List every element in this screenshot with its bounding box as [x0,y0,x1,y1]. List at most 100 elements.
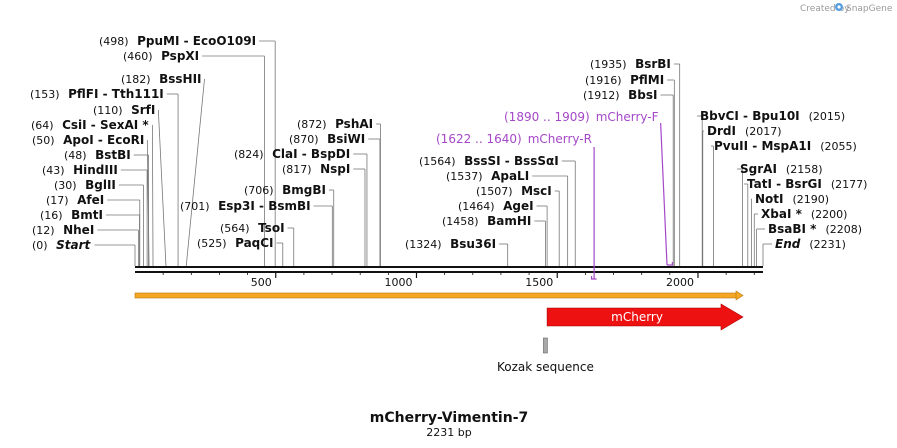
spacer [48,239,52,252]
enzyme-name: BbsI [628,88,657,102]
enzyme-tati[interactable]: TatI - BsrGI (2177) [747,177,867,191]
enzyme-pspxi[interactable]: (460) PspXI [123,49,199,63]
svg-text:BsaBI *(2208): BsaBI * (2208) [768,222,862,236]
enzyme-sgrai[interactable]: SgrAI (2158) [740,162,822,176]
enzyme-position: (1912) [583,89,620,102]
enzyme-agei[interactable]: (1464) AgeI [458,199,534,213]
svg-text:(153) PflFI - Tth111I: (153) PflFI - Tth111I [30,87,164,101]
enzyme-name: PaqCI [235,236,273,250]
spacer [123,104,127,117]
mcherry-label: mCherry [611,310,663,324]
enzyme-position: (110) [93,104,123,117]
spacer [264,148,268,161]
enzyme-name-secondary: SexAI * [100,118,149,132]
enzyme-end[interactable]: End (2231) [775,237,846,251]
sequence-length: 2231 bp [426,426,471,439]
svg-text:(564) TsoI: (564) TsoI [220,221,285,235]
enzyme-bamhi[interactable]: (1458) BamHI [442,214,531,228]
enzyme-position: (701) [180,200,210,213]
enzyme-pvuii[interactable]: PvuII - MspA1I (2055) [714,139,857,153]
enzyme-start[interactable]: (0) Start [32,238,91,252]
separator: - [501,154,514,168]
enzyme-afei[interactable]: (17) AfeI [46,193,104,207]
enzyme-labels[interactable]: (498) PpuMI - EcoO109I(460) PspXI (182) B… [30,34,867,252]
spacer [620,89,624,102]
enzyme-name-secondary: EcoRI [107,133,144,147]
spacer [129,35,133,48]
primer-range: (1890 .. 1909) [504,110,590,124]
enzyme-position: (1324) [405,238,442,251]
primer-mcherry-r[interactable]: (1622 .. 1640) mCherry-R [436,132,597,280]
enzyme-nhei[interactable]: (12) NheI [32,223,94,237]
enzyme-name: BssHII [159,72,201,86]
svg-text:(1464) AgeI: (1464) AgeI [458,199,534,213]
enzyme-position: (182) [121,73,151,86]
svg-text:(525) PaqCI: (525) PaqCI [197,236,274,250]
enzyme-ppumi[interactable]: (498) PpuMI - EcoO109I [99,34,256,48]
enzyme-name: PflFI [68,87,98,101]
orf-feature[interactable] [134,290,744,301]
enzyme-bstbi[interactable]: (48) BstBI [64,148,131,162]
separator: - [748,139,761,153]
enzyme-noti[interactable]: NotI (2190) [755,192,829,206]
enzyme-pshai[interactable]: (872) PshAI [297,117,373,131]
enzyme-xbai[interactable]: XbaI * (2200) [761,207,847,221]
spacer [63,209,67,222]
enzyme-position: (498) [99,35,129,48]
enzyme-name: PshAI [335,117,373,131]
enzyme-pflfi[interactable]: (153) PflFI - Tth111I [30,87,164,101]
enzyme-bsshii[interactable]: (182) BssHII [121,72,202,86]
enzyme-name: PvuII [714,139,748,153]
sequence-backbone [135,266,763,273]
separator: - [772,177,785,191]
enzyme-bbsi[interactable]: (1912) BbsI [583,88,657,102]
separator: - [87,118,100,132]
primers[interactable]: (1890 .. 1909) mCherry-F (1622 .. 1640) mCh… [436,110,673,280]
enzyme-position: (872) [297,118,327,131]
enzyme-srfi[interactable]: (110) SrfI [93,103,155,117]
enzyme-bmti[interactable]: (16) BmtI [40,208,103,222]
enzyme-name: End [775,237,801,251]
enzyme-bsabi[interactable]: BsaBI * (2208) [768,222,862,236]
kozak-feature[interactable]: Kozak sequence [497,337,594,374]
enzyme-pflmi[interactable]: (1916) PflMI [585,73,664,87]
enzyme-csii[interactable]: (64) CsiI - SexAI * [31,118,149,132]
enzyme-name: ApaLI [491,169,529,183]
spacer [319,133,323,146]
spacer [627,58,631,71]
spacer [77,179,81,192]
spacer [55,134,59,147]
enzyme-tsoi[interactable]: (564) TsoI [220,221,285,235]
enzyme-bbvci[interactable]: BbvCI - Bpu10I (2015) [700,109,845,123]
enzyme-position: (1916) [585,74,622,87]
primer-mcherry-f[interactable]: (1890 .. 1909) mCherry-F [504,110,673,266]
enzyme-bsssi[interactable]: (1564) BssSI - BssSαI [419,154,559,168]
enzyme-clai[interactable]: (824) ClaI - BspDI [234,147,350,161]
enzyme-bmgbi[interactable]: (706) BmgBI [244,183,326,197]
enzyme-name-secondary: MspA1I [761,139,811,153]
enzyme-nspi[interactable]: (817) NspI [282,162,350,176]
enzyme-position: (824) [234,148,264,161]
svg-text:(1507) MscI: (1507) MscI [476,184,552,198]
enzyme-apali[interactable]: (1537) ApaLI [446,169,529,183]
enzyme-position: (17) [46,194,69,207]
enzyme-esp3i[interactable]: (701) Esp3I - BsmBI [180,199,311,213]
enzyme-hindiii[interactable]: (43) HindIII [42,163,118,177]
enzyme-drdi[interactable]: DrdI (2017) [707,124,782,138]
mcherry-feature[interactable]: mCherry [546,303,744,331]
enzyme-name: SgrAI [740,162,777,176]
enzyme-paqci[interactable]: (525) PaqCI [197,236,274,250]
enzyme-bsrbi[interactable]: (1935) BsrBI [590,57,671,71]
enzyme-name-secondary: BsrGI [785,177,822,191]
enzyme-position: (2017) [745,125,782,138]
enzyme-bglii[interactable]: (30) BglII [54,178,116,192]
enzyme-bsu36i[interactable]: (1324) Bsu36I [405,237,496,251]
separator: - [739,109,752,123]
enzyme-msci[interactable]: (1507) MscI [476,184,552,198]
enzyme-apoi[interactable]: (50) ApoI - EcoRI [32,133,144,147]
svg-text:PvuII - MspA1I(2055): PvuII - MspA1I (2055) [714,139,857,153]
kozak-label: Kozak sequence [497,360,594,374]
spacer [513,185,517,198]
svg-text:(1537) ApaLI: (1537) ApaLI [446,169,529,183]
enzyme-bsiwi[interactable]: (870) BsiWI [289,132,365,146]
